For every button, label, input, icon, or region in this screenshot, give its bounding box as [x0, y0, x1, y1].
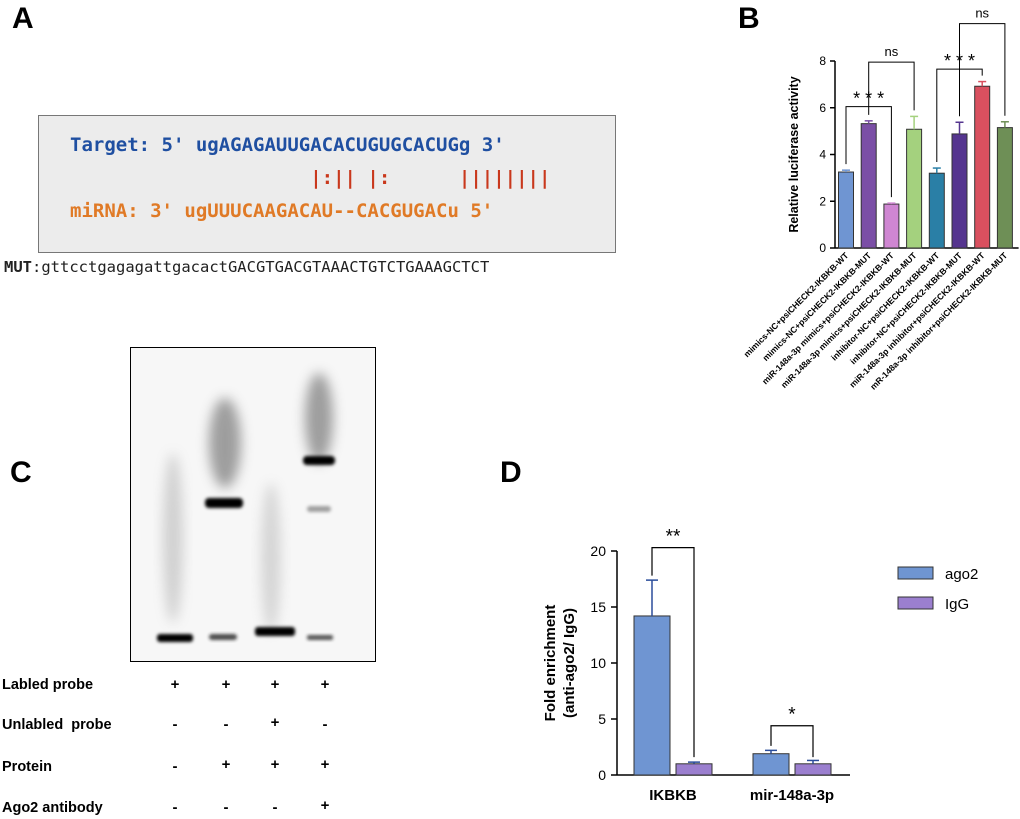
legend-swatch: [897, 596, 934, 610]
legend-swatch: [897, 566, 934, 580]
significance-label: **: [666, 527, 681, 548]
target-sequence: Target: 5' ugAGAGAUUGACACUGUGCACUGg 3': [70, 134, 505, 156]
bar: [883, 203, 900, 249]
panel-b-letter: B: [738, 2, 760, 35]
y-tick-label: 8: [819, 54, 826, 68]
bar: [752, 753, 790, 776]
panel-a-letter: A: [12, 2, 34, 35]
significance-label: ns: [885, 44, 899, 59]
mark-r3-l1: -: [172, 758, 178, 775]
gel-band-lane2-shift: [205, 498, 243, 508]
mark-r2-l2: -: [223, 716, 229, 733]
y-axis-title: Relative luciferase activity: [787, 76, 801, 232]
mirna-sequence: miRNA: 3' ugUUUCAAGACAU--CACGUGACu 5': [70, 200, 494, 222]
bar: [974, 85, 991, 249]
gel-band-lane1-free: [157, 634, 193, 642]
significance-label: ns: [975, 6, 989, 21]
bar: [675, 763, 713, 776]
gel-smear-lane3: [261, 483, 281, 633]
mark-r2-l3: +: [270, 714, 280, 731]
y-axis-title: Fold enrichment: [542, 605, 559, 722]
legend-label: ago2: [945, 566, 978, 583]
row-label-protein: Protein: [2, 759, 52, 775]
row-label-ago2-antibody: Ago2 antibody: [2, 800, 103, 816]
gel-smear-lane4: [305, 373, 333, 463]
bar: [996, 127, 1013, 249]
category-label: mir-148a-3p: [750, 787, 834, 804]
mark-r4-l3: -: [272, 799, 278, 816]
row-label-unlabeled-probe: Unlabled probe: [2, 717, 112, 733]
y-tick-label: 15: [590, 599, 606, 615]
mark-r1-l2: +: [221, 676, 231, 693]
mark-r1-l4: +: [320, 676, 330, 693]
y-tick-label: 10: [590, 655, 606, 671]
gel-band-lane3-free: [255, 627, 295, 636]
gel-smear-lane1: [163, 453, 183, 623]
bar: [951, 133, 968, 249]
ago2-rip-bar-chart: 0 5 10 15 20 Fold enrichment (anti-ago2/ IgG) I…: [542, 527, 978, 804]
y-tick-label: 0: [598, 767, 606, 783]
y-axis-title-line2: (anti-ago2/ IgG): [561, 608, 578, 718]
mut-label: MUT: [4, 258, 32, 276]
mark-r3-l2: +: [221, 756, 231, 773]
category-label: IKBKB: [649, 787, 697, 804]
bar: [794, 763, 832, 776]
legend-label: IgG: [945, 596, 969, 613]
bar: [906, 128, 923, 249]
bar: [838, 171, 854, 249]
bar: [928, 172, 945, 249]
gel-band-lane2-free: [209, 634, 237, 640]
pairing-marks: Target: 5' ugAGAGAUUG|:|| |: ||||||||: [310, 167, 551, 189]
bar: [860, 123, 877, 249]
mark-r1-l3: +: [270, 676, 280, 693]
mark-r3-l3: +: [270, 756, 280, 773]
gel-smear-lane2: [209, 398, 241, 488]
mark-r1-l1: +: [170, 676, 180, 693]
mark-r3-l4: +: [320, 756, 330, 773]
y-tick-label: 4: [819, 148, 826, 162]
significance-bracket: [651, 547, 695, 758]
significance-bracket: [868, 61, 915, 115]
mark-r4-l2: -: [223, 799, 229, 816]
gel-band-lane4-free: [307, 635, 333, 640]
mark-r4-l4: +: [320, 797, 330, 814]
mark-r2-l4: -: [322, 716, 328, 733]
y-tick-label: 0: [819, 241, 826, 255]
sequence-box: [38, 115, 616, 253]
gel-image: [157, 373, 335, 642]
significance-bracket: [959, 23, 1006, 117]
mut-sequence-row: MUT:gttcctgagagattgacactGACGTGACGTAAACTG…: [4, 258, 490, 276]
panel-c-letter: C: [10, 456, 32, 489]
mark-r2-l1: -: [172, 716, 178, 733]
significance-bracket: [770, 725, 814, 758]
emsa-gel: [130, 347, 376, 662]
y-tick-label: 5: [598, 711, 606, 727]
y-tick-label: 6: [819, 101, 826, 115]
mut-sequence: gttcctgagagattgacactGACGTGACGTAAACTGTCTG…: [41, 258, 490, 276]
mark-r4-l1: -: [172, 799, 178, 816]
y-tick-label: 2: [819, 194, 826, 208]
gel-band-lane4-supershift: [303, 456, 335, 465]
significance-label: *: [788, 705, 796, 726]
gel-band-lane4-faint: [307, 506, 331, 512]
row-label-labeled-probe: Labled probe: [2, 677, 94, 693]
bar: [633, 615, 671, 776]
y-tick-label: 20: [590, 543, 606, 559]
panel-d-letter: D: [500, 456, 522, 489]
